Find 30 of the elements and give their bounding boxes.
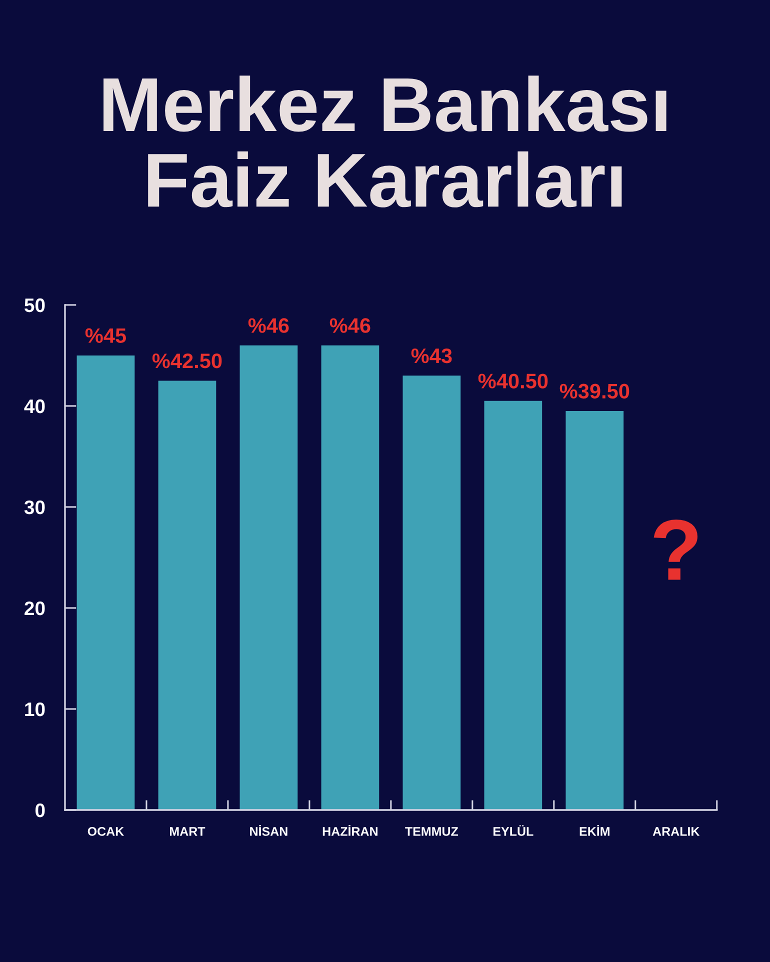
bar [484,400,542,810]
x-tick-label: MART [170,827,206,836]
data-label: %46 [248,318,289,333]
data-label: %45 [85,328,126,344]
data-label: %39.50 [560,384,630,399]
bar [76,355,135,810]
data-label: %43 [411,348,452,364]
x-tick-label: OCAK [88,827,124,836]
y-tick-label: 10 [25,702,45,716]
data-label: %42.50 [152,354,222,368]
x-tick-label: TEMMUZ [405,827,458,836]
bar [566,411,624,810]
chart-title: Merkez Bankası Faiz Kararları [104,76,666,208]
x-tick-label: EYLÜL [494,825,534,836]
y-tick-label: 50 [24,298,45,312]
x-tick-label: ARALIK [652,827,700,836]
data-label: %40.50 [478,374,548,388]
bar [321,345,380,810]
y-tick-label: 0 [36,803,45,818]
x-tick-label: HAZİRAN [322,825,378,836]
y-tick-label: 30 [24,500,45,514]
annotation: ? [654,520,698,580]
x-tick-label: EKİM [580,825,610,836]
bar [240,345,298,810]
data-label: %46 [330,318,370,333]
x-tick-label: NİSAN [250,825,288,836]
y-tick-label: 20 [24,601,45,616]
y-tick-label: 40 [24,399,45,414]
bar [158,380,216,810]
bar [402,376,461,810]
